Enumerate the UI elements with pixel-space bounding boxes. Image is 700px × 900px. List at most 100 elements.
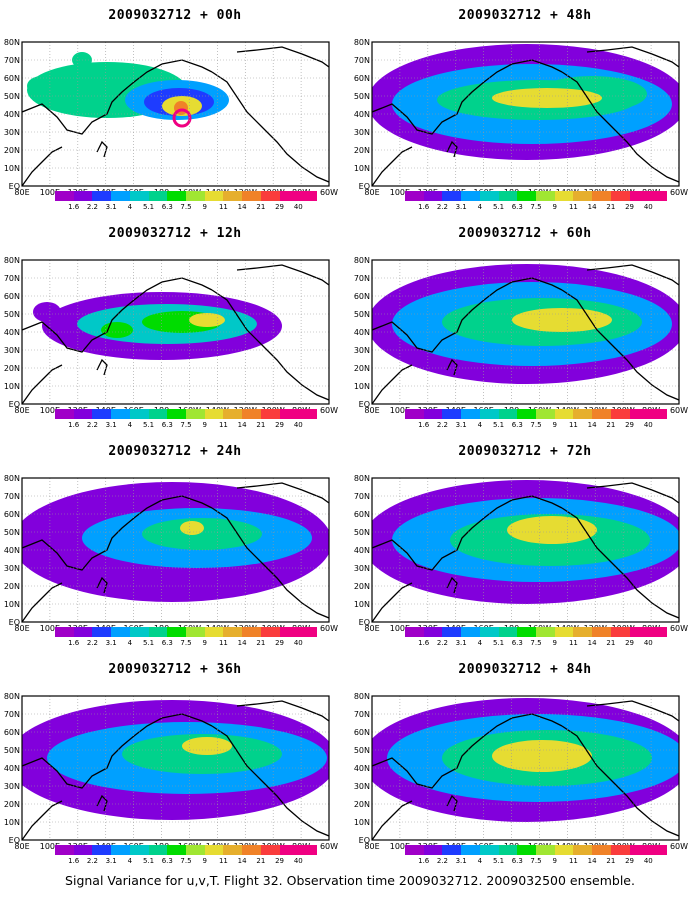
panel-title: 2009032712 + 48h [458,8,592,23]
colorbar-swatch [55,845,74,855]
map-plot: 80N70N60N50N40N30N20N10NEQ80E100E120E140… [4,692,338,851]
colorbar-swatch [298,409,318,419]
colorbar-label: 2.2 [436,639,448,647]
colorbar-swatch [167,845,187,855]
colorbar-swatch [610,409,630,419]
lat-tick-label: 40N [4,110,20,119]
colorbar-swatch [129,627,149,637]
panel-title: 2009032712 + 00h [108,8,242,23]
colorbar-swatch [111,191,130,201]
colorbar-swatch [223,627,243,637]
colorbar-label: 1.6 [68,857,80,865]
lat-tick-label: EQ [359,400,370,409]
colorbar: 1.6 2.2 3.1 4 5.1 6.3 7.5 9 11 14 21 29 40 [405,845,668,875]
lon-tick-label: 100E [40,188,60,197]
lat-tick-label: 50N [354,310,370,319]
colorbar-swatch [405,191,424,201]
lon-tick-label: 80E [14,624,29,633]
map-plot: 80N70N60N50N40N30N20N10NEQ80E100E120E140… [354,38,688,197]
colorbar-swatch [629,627,649,637]
observation-marker [172,108,192,128]
map-panel: 2009032712 + 36h 80N 70N 60N 50N 40N 30N 20N 10N… [0,654,350,879]
map-panel: 2009032712 + 00h 80N 70N 60N 50N 40N 30N 20N 10N… [0,0,350,225]
colorbar-swatch [186,191,205,201]
colorbar: 1.6 2.2 3.1 4 5.1 6.3 7.5 9 11 14 21 29 40 [405,409,668,439]
colorbar-swatch [298,627,318,637]
lon-tick-label: 60W [320,624,338,633]
colorbar-swatch [461,845,480,855]
coastline [22,146,63,186]
colorbar-swatch [554,191,574,201]
lat-tick-label: 10N [354,600,370,609]
colorbar-label: 40 [643,639,653,647]
colorbar-label: 2.2 [86,857,98,865]
colorbar-swatch [111,627,130,637]
colorbar-label: 1.6 [418,421,430,429]
colorbar-swatch [55,627,74,637]
panel-title: 2009032712 + 36h [108,662,242,677]
lat-tick-label: 30N [354,128,370,137]
colorbar-label: 40 [293,421,303,429]
coastline [372,59,563,135]
colorbar-swatch [405,627,424,637]
lat-tick-label: 20N [4,800,20,809]
lat-tick-label: 50N [4,528,20,537]
colorbar-label: 21 [606,203,616,211]
lat-tick-label: EQ [9,618,20,627]
colorbar-label: 3.1 [105,203,117,211]
colorbar-label: 29 [625,639,635,647]
colorbar-swatch [461,191,480,201]
colorbar-swatch [479,627,499,637]
lon-tick-label: 60W [320,406,338,415]
colorbar-swatch [629,191,649,201]
colorbar-swatch [298,191,318,201]
colorbar-label: 2.2 [86,639,98,647]
colorbar-label: 3.1 [105,639,117,647]
colorbar-label: 4 [127,203,133,211]
lon-tick-label: 100E [390,188,410,197]
coastline [372,364,413,404]
lat-tick-label: 10N [354,164,370,173]
colorbar-label: 3.1 [455,203,467,211]
lat-tick-label: 10N [354,818,370,827]
colorbar-label: 40 [293,203,303,211]
colorbar-label: 11 [218,857,228,865]
coastline [211,507,329,619]
colorbar-swatch [629,845,649,855]
colorbar-swatch [242,627,261,637]
colorbar-swatch [648,845,668,855]
lat-tick-label: 70N [4,492,20,501]
colorbar-swatch [148,845,168,855]
colorbar-label: 21 [256,421,266,429]
colorbar-label: 29 [275,639,285,647]
lat-tick-label: 60N [4,510,20,519]
lat-tick-label: 20N [354,146,370,155]
lat-tick-label: 30N [354,564,370,573]
colorbar-swatch [279,409,299,419]
colorbar-label: 14 [237,203,247,211]
variance-contour [507,516,597,544]
colorbar-label: 2.2 [436,203,448,211]
colorbar-swatch [92,191,112,201]
colorbar-swatch [73,845,93,855]
lat-tick-label: 30N [4,564,20,573]
colorbar-swatch [260,845,280,855]
coastline [586,482,679,504]
colorbar-swatch [129,409,149,419]
coastline [96,576,108,594]
colorbar: 1.6 2.2 3.1 4 5.1 6.3 7.5 9 11 14 21 29 40 [405,627,668,657]
variance-contour [492,88,602,108]
map-plot: 80N70N60N50N40N30N20N10NEQ80E100E120E140… [354,474,688,633]
colorbar-label: 21 [606,639,616,647]
coastline [561,289,679,401]
colorbar-swatch [55,191,74,201]
lat-tick-label: EQ [9,400,20,409]
colorbar-label: 14 [237,639,247,647]
colorbar-swatch [73,409,93,419]
colorbar-swatch [536,627,555,637]
colorbar-swatch [573,409,593,419]
coastline [236,700,329,722]
colorbar-swatch [260,191,280,201]
map-plot: 80N70N60N50N40N30N20N10NEQ80E100E120E140… [4,38,338,197]
lat-tick-label: 60N [354,74,370,83]
